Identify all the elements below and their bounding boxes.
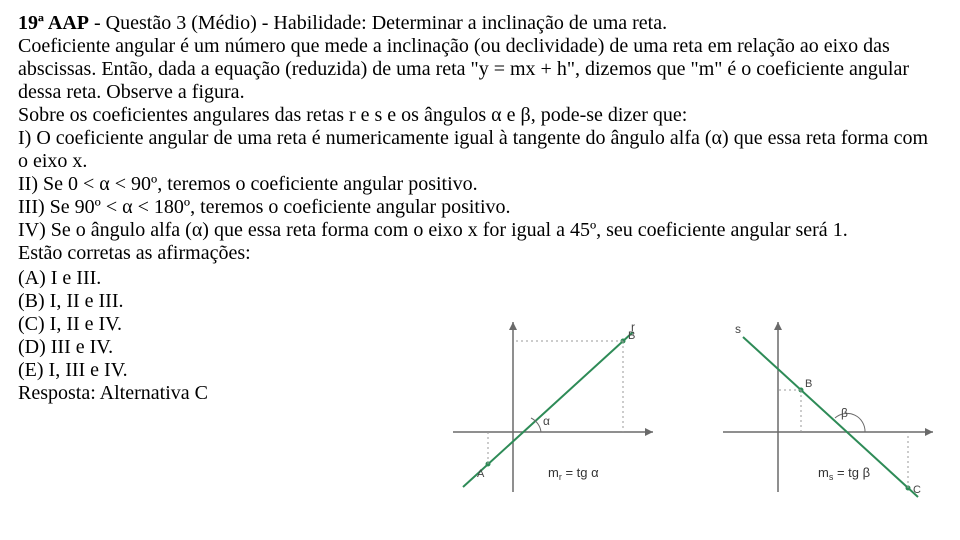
statement-iv: IV) Se o ângulo alfa (α) que essa reta f… bbox=[18, 219, 942, 242]
label-b-right: B bbox=[805, 378, 812, 390]
question-header: 19ª AAP - Questão 3 (Médio) - Habilidade… bbox=[18, 12, 942, 35]
header-rest: - Questão 3 (Médio) - Habilidade: Determ… bbox=[89, 12, 667, 34]
label-b-left: B bbox=[628, 330, 635, 342]
label-beta: β bbox=[841, 406, 848, 420]
figure-container: r α A B mr = tg α bbox=[433, 312, 953, 512]
formula-right: ms = tg β bbox=[818, 465, 870, 482]
statement-i: I) O coeficiente angular de uma reta é n… bbox=[18, 127, 942, 173]
formula-left: mr = tg α bbox=[548, 465, 599, 482]
option-b: (B) I, II e III. bbox=[18, 290, 942, 313]
header-bold: 19ª AAP bbox=[18, 12, 89, 34]
option-a: (A) I e III. bbox=[18, 267, 942, 290]
statement-iii: III) Se 90º < α < 180º, teremos o coefic… bbox=[18, 196, 942, 219]
statement-ii: II) Se 0 < α < 90º, teremos o coeficient… bbox=[18, 173, 942, 196]
paragraph-intro: Coeficiente angular é um número que mede… bbox=[18, 35, 942, 104]
paragraph-question: Sobre os coeficientes angulares das reta… bbox=[18, 104, 942, 127]
figure-svg: r α A B mr = tg α bbox=[433, 312, 953, 512]
label-c-right: C bbox=[913, 484, 921, 496]
options-prompt: Estão corretas as afirmações: bbox=[18, 242, 942, 265]
label-a-left: A bbox=[477, 468, 485, 480]
label-alpha: α bbox=[543, 414, 550, 428]
label-s: s bbox=[735, 322, 741, 336]
